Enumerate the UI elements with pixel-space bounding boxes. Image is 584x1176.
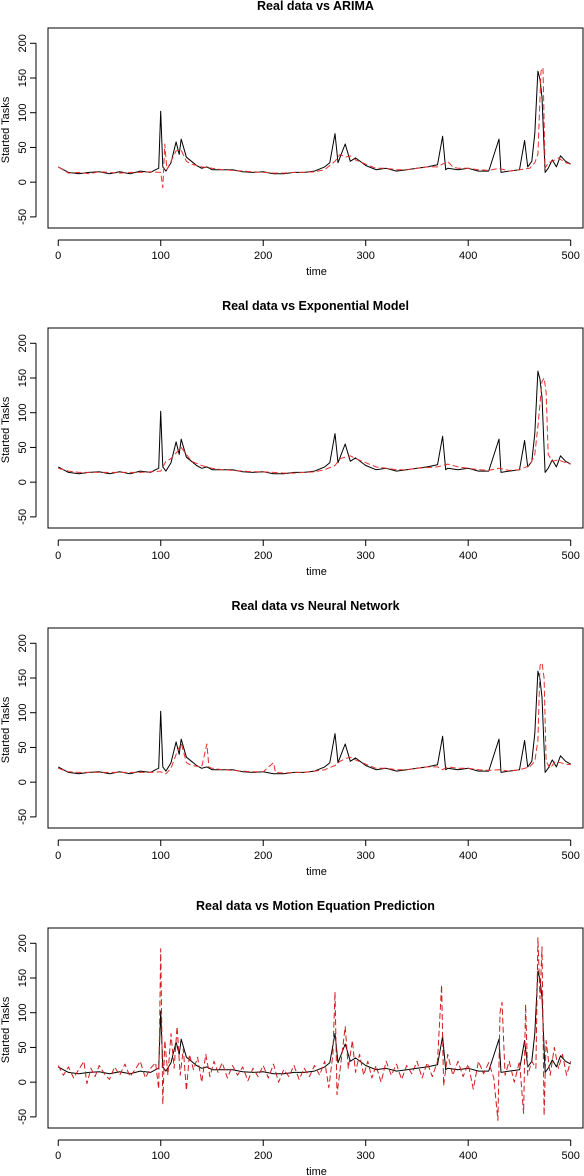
y-tick-label: 200 [17,334,29,352]
x-tick-label: 100 [152,250,170,262]
y-tick-label: 0 [17,179,29,185]
x-tick-label: 200 [254,550,272,562]
plot-frame [47,927,584,1129]
x-tick-label: 500 [562,550,580,562]
y-axis-label: Started Tasks [0,396,12,463]
x-tick-label: 400 [459,250,477,262]
x-tick-label: 100 [152,850,170,862]
y-tick-label: 200 [17,934,29,952]
x-tick-label: 300 [357,1150,375,1162]
y-tick-label: 200 [17,634,29,652]
y-tick-label: -50 [17,809,29,825]
chart-title: Real data vs ARIMA [257,0,374,13]
y-tick-label: 150 [17,369,29,387]
chart-panel-1: Real data vs ARIMA -50 0 50 100 150 200 0 100 200… [0,0,584,278]
x-tick-label: 0 [55,250,61,262]
x-tick-label: 500 [562,850,580,862]
x-tick-label: 100 [152,550,170,562]
x-tick-label: 400 [459,850,477,862]
chart-panel-2: Real data vs Exponential Model -50 0 50 100 1… [0,299,584,578]
x-tick-label: 400 [459,550,477,562]
y-tick-label: 100 [17,104,29,122]
y-axis-label: Started Tasks [0,996,12,1063]
real-data-line [57,70,571,175]
chart-title: Real data vs Neural Network [231,599,399,613]
y-tick-label: 100 [17,704,29,722]
y-axis-label: Started Tasks [0,96,12,163]
y-tick-label: 200 [17,34,29,52]
x-axis-label: time [306,866,327,878]
model-prediction-line [58,377,571,474]
real-data-line [57,970,571,1075]
x-tick-label: 200 [254,1150,272,1162]
plot-frame [47,27,584,229]
x-tick-label: 300 [357,550,375,562]
y-tick-label: 150 [17,969,29,987]
x-tick-label: 0 [55,550,61,562]
y-tick-label: -50 [17,209,29,225]
y-tick-label: 150 [17,669,29,687]
real-data-line [57,670,571,775]
y-tick-label: 150 [17,69,29,87]
x-tick-label: 200 [254,850,272,862]
x-axis-label: time [306,566,327,578]
y-tick-label: 0 [17,1079,29,1085]
chart-title: Real data vs Exponential Model [222,299,409,313]
y-tick-label: 50 [17,441,29,453]
plot-frame [47,327,584,529]
y-tick-label: -50 [17,1109,29,1125]
y-axis-label: Started Tasks [0,696,12,763]
chart-panel-3: Real data vs Neural Network -50 0 50 100 150 2… [0,599,584,878]
plot-frame [47,627,584,829]
x-tick-label: 200 [254,250,272,262]
y-tick-label: 100 [17,1004,29,1022]
model-prediction-line [58,662,571,775]
chart-title: Real data vs Motion Equation Prediction [196,899,435,913]
model-prediction-line [57,937,572,1121]
x-tick-label: 0 [55,850,61,862]
chart-panel-4: Real data vs Motion Equation Prediction -… [0,899,584,1176]
x-axis-label: time [306,1166,327,1176]
x-tick-label: 100 [152,1150,170,1162]
x-tick-label: 500 [562,1150,580,1162]
y-tick-label: 100 [17,404,29,422]
y-tick-label: 0 [17,779,29,785]
x-tick-label: 500 [562,250,580,262]
x-axis-label: time [306,266,327,278]
y-tick-label: -50 [17,509,29,525]
real-data-line [57,370,571,475]
x-tick-label: 0 [55,1150,61,1162]
y-tick-label: 50 [17,1041,29,1053]
y-tick-label: 50 [17,141,29,153]
model-prediction-line [57,67,571,189]
x-tick-label: 300 [357,250,375,262]
x-tick-label: 400 [459,1150,477,1162]
y-tick-label: 50 [17,741,29,753]
x-tick-label: 300 [357,850,375,862]
y-tick-label: 0 [17,479,29,485]
